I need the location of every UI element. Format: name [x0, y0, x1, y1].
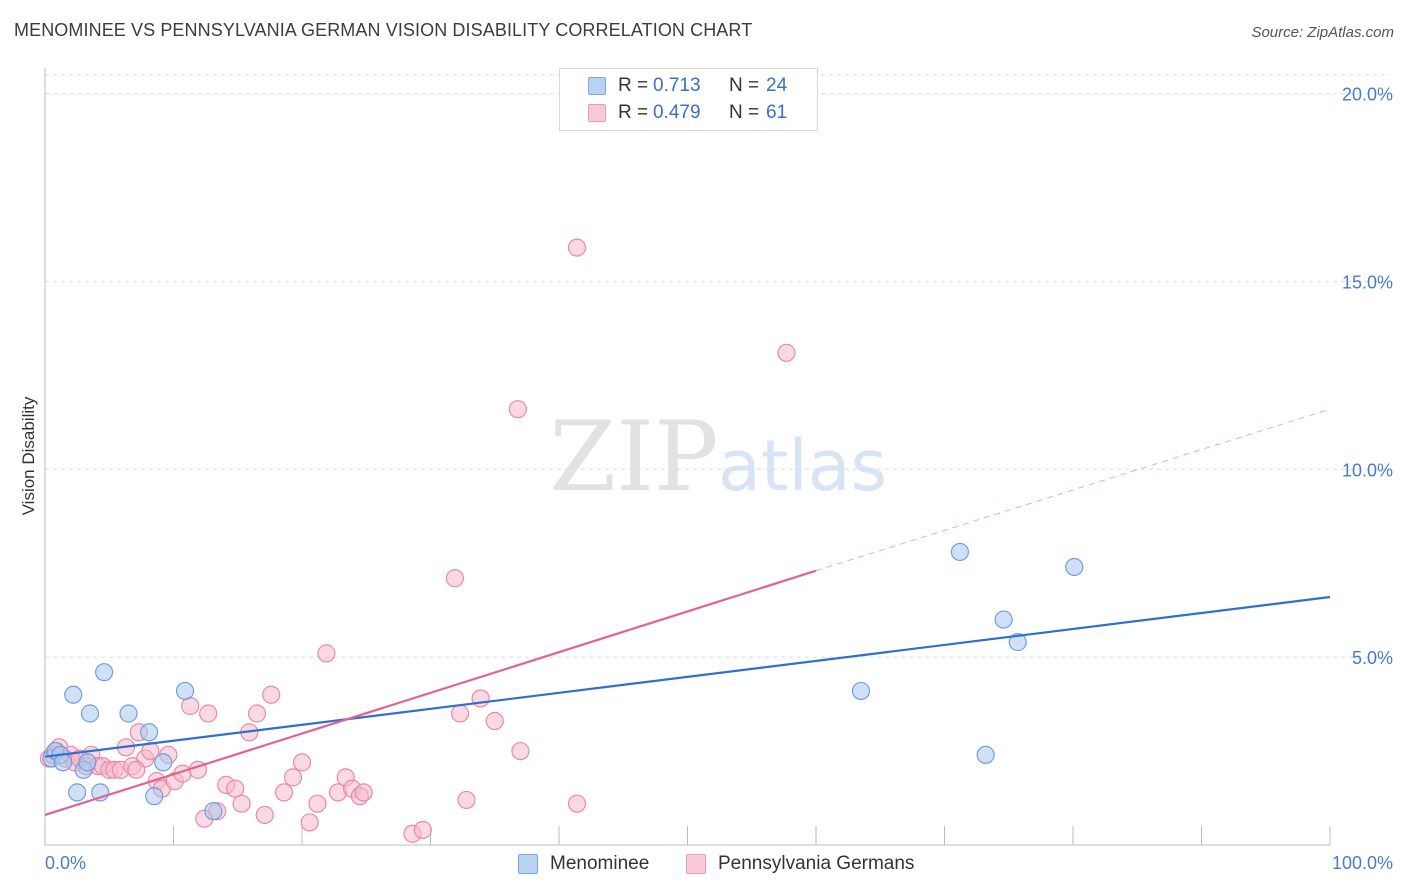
- menominee-point: [119, 704, 138, 723]
- legend-swatch-menominee: [588, 77, 606, 95]
- legend-row-pennsylvania-germans: R = 0.479 N = 61: [560, 100, 817, 126]
- bottom-legend-label-menominee: Menominee: [550, 853, 650, 874]
- x-tick-label: 100.0%: [1332, 853, 1393, 873]
- bottom-legend-swatch-menominee: [518, 854, 538, 874]
- legend-swatch-pennsylvania-germans: [588, 104, 606, 122]
- pennsylvania-germans-point: [274, 783, 294, 802]
- y-tick-label: 5.0%: [1352, 648, 1393, 668]
- points-layer: [39, 238, 1084, 843]
- pennsylvania-germans-point: [226, 779, 245, 798]
- pennsylvania-germans-point: [485, 711, 504, 731]
- pennsylvania-germans-point: [511, 741, 530, 761]
- tick-label-layer: 5.0% 10.0% 15.0% 20.0% 0.0% 100.0%: [45, 85, 1393, 873]
- menominee-point: [95, 663, 114, 682]
- pennsylvania-germans-point: [247, 704, 267, 723]
- watermark-zip: ZIP: [549, 401, 718, 513]
- trend-layer: [44, 408, 1331, 816]
- y-axis-label: Vision Disability: [19, 396, 38, 515]
- pennsylvania-germans-point: [317, 644, 336, 663]
- pennsylvania-germans-point: [777, 343, 796, 362]
- pennsylvania-germans-point: [232, 794, 251, 813]
- x-tick-label: 0.0%: [45, 853, 86, 873]
- pennsylvania-germans-point: [181, 696, 200, 716]
- menominee-point: [139, 723, 159, 742]
- menominee-point: [1008, 633, 1027, 652]
- menominee-point: [78, 753, 97, 772]
- pennsylvania-germans-point: [457, 790, 476, 810]
- y-tick-label: 15.0%: [1342, 272, 1393, 292]
- legend-n-label: N =: [729, 75, 760, 96]
- menominee-point: [68, 783, 87, 802]
- grid-layer: [45, 74, 1390, 658]
- pennsylvania-germans-point: [300, 813, 319, 832]
- legend-r-label: R =: [618, 102, 649, 123]
- pennsylvania-germans-point: [262, 685, 281, 704]
- pennsylvania-germans-point: [283, 768, 303, 787]
- legend-row-menominee: R = 0.713 N = 24: [560, 73, 817, 99]
- y-tick-label: 20.0%: [1342, 85, 1393, 105]
- pennsylvania-germans-point: [567, 238, 587, 257]
- bottom-legend-menominee: Menominee: [518, 852, 678, 876]
- menominee-point: [154, 753, 173, 772]
- menominee-point: [80, 704, 100, 723]
- legend-n-value: 24: [766, 75, 788, 96]
- pennsylvania-germans-point: [308, 794, 327, 813]
- pennsylvania-germans-point: [567, 794, 587, 813]
- menominee-point: [994, 610, 1013, 629]
- bottom-legend-swatch-pennsylvania-germans: [686, 854, 706, 874]
- pennsylvania-germans-point: [199, 704, 218, 723]
- pennsylvania-germans-point: [450, 704, 470, 723]
- legend-r-value: 0.479: [653, 102, 701, 123]
- menominee-point: [145, 787, 164, 806]
- menominee-point: [976, 745, 995, 764]
- pennsylvania-germans-point: [413, 820, 432, 840]
- menominee-point: [64, 685, 83, 704]
- pennsylvania-germans-point: [127, 760, 146, 779]
- pennsylvania-germans-point: [354, 783, 373, 802]
- legend-r-value: 0.713: [653, 75, 701, 96]
- menominee-point: [175, 681, 195, 701]
- menominee-point: [1065, 557, 1084, 577]
- legend: R = 0.713 N = 24 R = 0.479 N = 61: [559, 68, 818, 131]
- legend-r-label: R =: [618, 75, 649, 96]
- pennsylvania-germans-point: [255, 805, 274, 825]
- legend-n-value: 61: [766, 102, 788, 123]
- bottom-legend-label-pennsylvania-germans: Pennsylvania Germans: [718, 853, 915, 874]
- watermark: ZIP atlas: [549, 401, 887, 513]
- pennsylvania-germans-point: [508, 400, 527, 419]
- pennsylvania-germans-point: [445, 569, 465, 588]
- menominee-point: [950, 542, 970, 562]
- menominee-point: [204, 802, 223, 821]
- pennsylvania-germans-trend-extension: [815, 408, 1331, 572]
- source-credit: Source: ZipAtlas.com: [1251, 24, 1394, 41]
- legend-n-label: N =: [729, 102, 760, 123]
- menominee-trend-line: [44, 595, 1331, 758]
- chart-title: MENOMINEE VS PENNSYLVANIA GERMAN VISION …: [14, 20, 753, 40]
- pennsylvania-germans-point: [292, 753, 312, 772]
- menominee-point: [53, 753, 73, 772]
- y-tick-label: 10.0%: [1342, 460, 1393, 480]
- watermark-atlas: atlas: [718, 425, 887, 507]
- menominee-point: [851, 681, 871, 701]
- pennsylvania-germans-trend-line: [44, 569, 817, 816]
- bottom-legend-pennsylvania-germans: Pennsylvania Germans: [686, 852, 946, 876]
